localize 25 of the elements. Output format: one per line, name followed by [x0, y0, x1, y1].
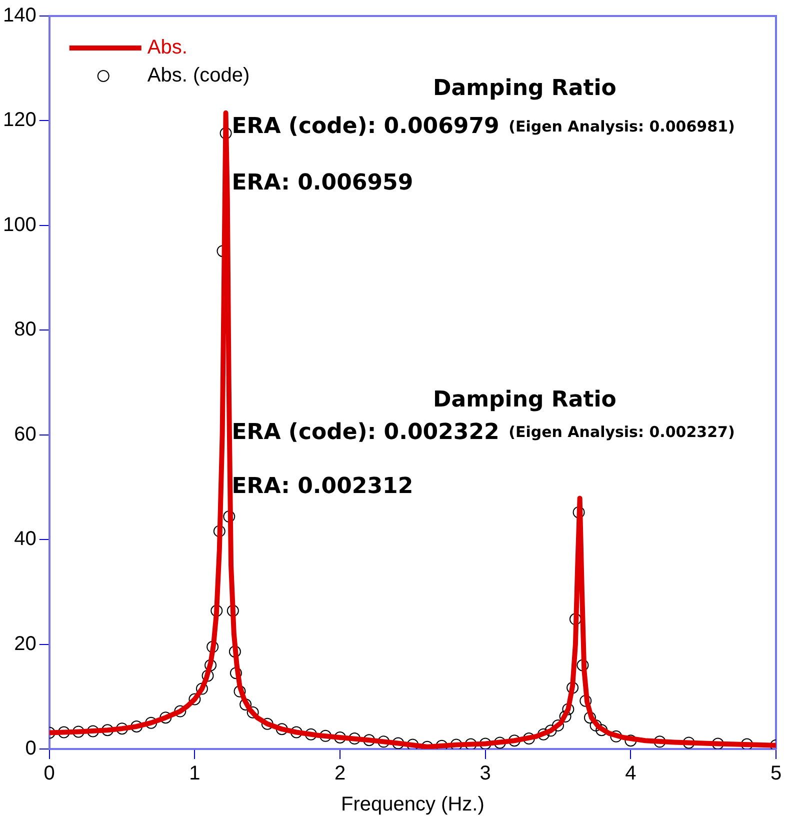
x-tick-label: 2: [334, 762, 346, 785]
y-tick-label: 80: [14, 318, 36, 341]
x-tick-label: 3: [480, 762, 491, 785]
y-tick-label: 0: [25, 738, 36, 760]
annotation: ERA (code): 0.006979: [232, 114, 500, 140]
annotation: ERA: 0.002312: [232, 474, 414, 500]
x-tick-label: 4: [625, 762, 636, 785]
y-tick-label: 100: [2, 214, 36, 236]
x-tick-label: 5: [770, 762, 782, 785]
annotation: (Eigen Analysis: 0.002327): [508, 422, 735, 441]
annotation: ERA (code): 0.002322: [232, 420, 500, 445]
x-axis-title: Frequency (Hz.): [340, 794, 484, 816]
y-tick-label: 40: [14, 528, 36, 550]
annotation: (Eigen Analysis: 0.006981): [508, 117, 735, 136]
annotation: Damping Ratio: [433, 76, 616, 102]
y-tick-label: 60: [14, 423, 36, 446]
annotation: Damping Ratio: [433, 388, 616, 413]
legend-label: Abs.: [147, 36, 188, 59]
x-tick-label: 1: [189, 762, 200, 785]
y-tick-label: 20: [14, 632, 36, 655]
annotation: ERA: 0.006959: [232, 170, 414, 196]
y-tick-label: 140: [2, 4, 36, 27]
x-tick-label: 0: [44, 762, 55, 785]
y-tick-label: 120: [2, 109, 36, 132]
legend-label: Abs. (code): [147, 64, 250, 87]
